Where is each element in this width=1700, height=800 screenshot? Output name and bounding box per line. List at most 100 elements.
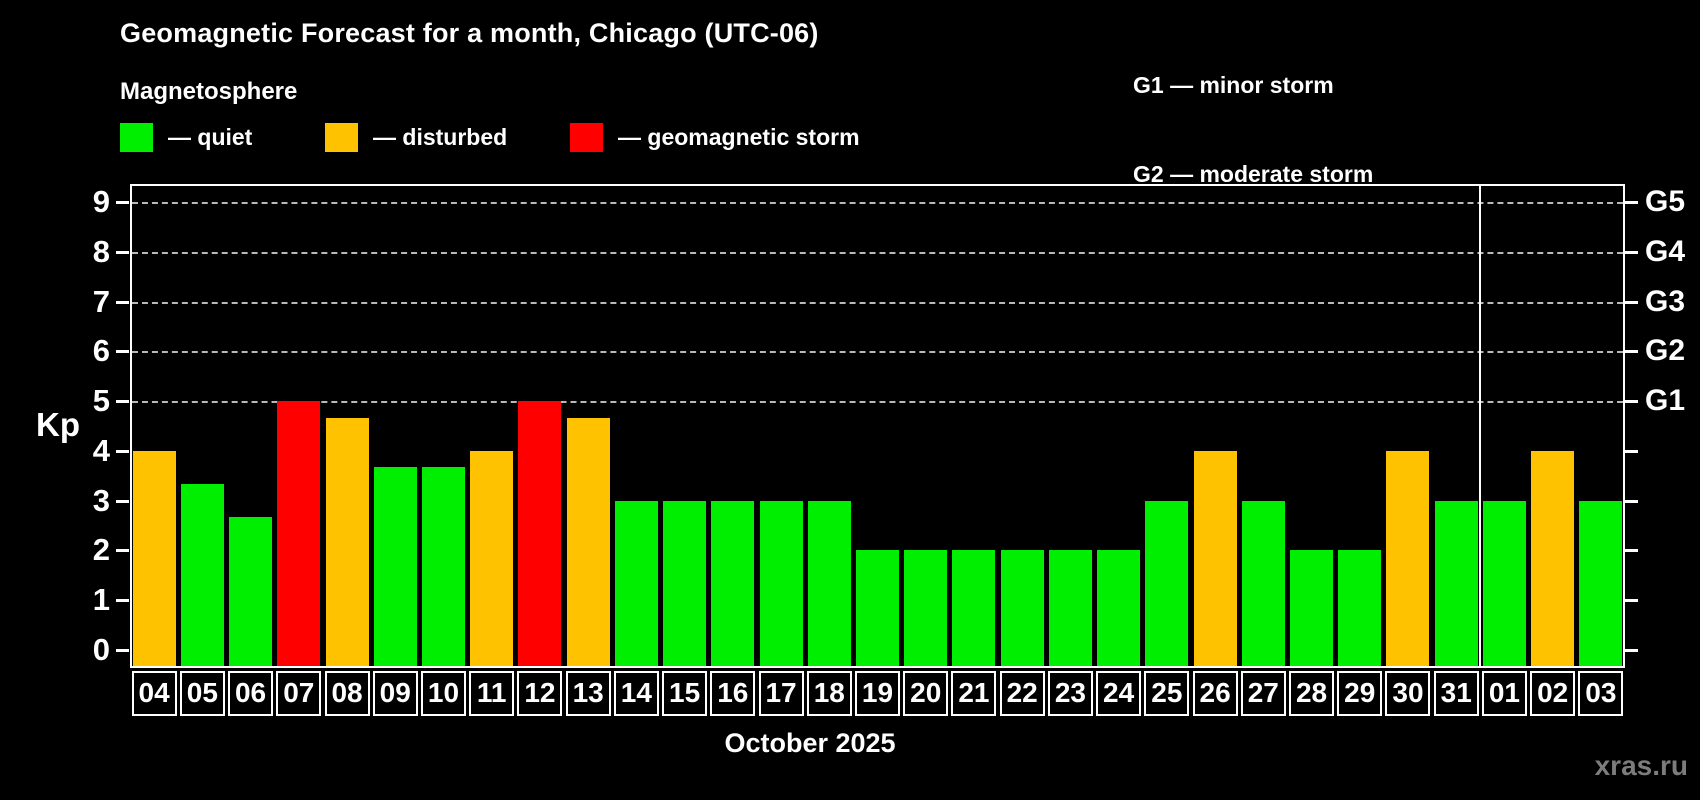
date-box-29: 29 — [1337, 671, 1383, 716]
date-box-22: 22 — [999, 671, 1045, 716]
bar-day-07 — [277, 401, 321, 666]
date-box-13: 13 — [565, 671, 611, 716]
bar-day-11 — [470, 450, 514, 666]
date-box-24: 24 — [1096, 671, 1142, 716]
x-axis-title: October 2025 — [724, 728, 896, 758]
kp-tick-left-4 — [116, 449, 129, 453]
gridline-kp-8 — [132, 251, 1623, 254]
kp-tick-right-0 — [1625, 649, 1638, 652]
date-box-06: 06 — [228, 671, 274, 716]
date-box-08: 08 — [324, 671, 370, 716]
bar-day-21 — [952, 550, 996, 666]
kp-tick-left-3 — [116, 499, 129, 503]
kp-tick-label-5: 5 — [92, 383, 110, 419]
kp-tick-right-2 — [1625, 549, 1638, 553]
magnetosphere-label: Magnetosphere — [120, 78, 298, 105]
kp-tick-label-4: 4 — [92, 432, 110, 468]
date-box-19: 19 — [855, 671, 900, 716]
bar-day-05 — [180, 484, 224, 666]
bar-day-03 — [1579, 500, 1623, 666]
watermark: xras.ru — [1594, 750, 1688, 781]
kp-tick-left-9 — [116, 201, 129, 204]
bar-day-08 — [325, 417, 369, 666]
bar-day-22 — [1000, 550, 1044, 666]
date-box-28: 28 — [1289, 671, 1335, 716]
kp-tick-label-9: 9 — [92, 184, 110, 219]
bar-day-20 — [904, 550, 948, 666]
bar-day-04 — [132, 450, 176, 666]
y-axis-title: Kp — [36, 406, 80, 443]
kp-tick-right-4 — [1625, 449, 1638, 453]
kp-tick-left-8 — [116, 250, 129, 254]
plot-area — [130, 184, 1625, 668]
bar-day-28 — [1290, 550, 1334, 666]
kp-tick-label-3: 3 — [92, 482, 110, 518]
date-box-25: 25 — [1144, 671, 1190, 716]
legend-item-quiet: — quiet — [120, 121, 252, 153]
legend-item-storm: — geomagnetic storm — [570, 121, 860, 153]
quiet-color-swatch — [120, 122, 153, 152]
kp-tick-left-6 — [116, 350, 129, 354]
bar-day-16 — [711, 500, 755, 666]
gridline-kp-6 — [132, 351, 1623, 354]
disturbed-label: — disturbed — [373, 123, 508, 150]
bar-day-01 — [1482, 500, 1526, 666]
kp-tick-right-5 — [1625, 400, 1638, 404]
date-box-23: 23 — [1047, 671, 1093, 716]
date-box-03: 03 — [1578, 671, 1624, 716]
gridline-kp-7 — [132, 301, 1623, 304]
kp-tick-label-1: 1 — [92, 582, 110, 618]
bar-day-27 — [1241, 500, 1285, 666]
kp-tick-left-5 — [116, 400, 129, 404]
g2-legend-line: G2 — moderate storm — [1133, 160, 1374, 187]
bar-day-13 — [566, 417, 610, 666]
gridline-kp-9 — [132, 202, 1623, 204]
g-level-label-g4: G4 — [1645, 234, 1686, 268]
kp-tick-right-7 — [1625, 300, 1638, 304]
bar-day-24 — [1097, 550, 1141, 666]
kp-tick-right-3 — [1625, 499, 1638, 503]
bar-day-06 — [229, 517, 273, 666]
g1-legend-line: G1 — minor storm — [1133, 72, 1334, 98]
bar-day-26 — [1193, 450, 1237, 666]
date-box-18: 18 — [806, 671, 852, 716]
gridline-kp-5 — [132, 401, 1623, 404]
kp-tick-left-1 — [116, 599, 129, 603]
date-box-04: 04 — [131, 671, 177, 716]
date-box-01: 01 — [1481, 671, 1527, 716]
date-box-10: 10 — [420, 671, 466, 716]
date-box-16: 16 — [710, 671, 756, 716]
date-box-26: 26 — [1192, 671, 1238, 716]
kp-tick-right-6 — [1625, 350, 1638, 354]
legend-item-disturbed: — disturbed — [325, 121, 507, 153]
date-box-21: 21 — [951, 671, 997, 716]
kp-tick-right-8 — [1625, 250, 1638, 254]
bar-day-17 — [759, 500, 803, 666]
g-level-label-g1: G1 — [1645, 384, 1686, 418]
date-box-07: 07 — [276, 671, 322, 716]
bar-day-09 — [373, 467, 417, 666]
date-box-27: 27 — [1240, 671, 1286, 716]
bar-day-31 — [1434, 500, 1478, 666]
bar-day-12 — [518, 401, 562, 666]
bar-day-18 — [807, 500, 851, 666]
kp-tick-label-7: 7 — [92, 283, 110, 319]
kp-tick-left-7 — [116, 300, 129, 304]
bar-day-10 — [421, 467, 465, 666]
bar-day-23 — [1048, 550, 1092, 666]
month-separator-line — [1479, 186, 1482, 666]
kp-tick-label-6: 6 — [92, 333, 110, 369]
g-level-label-g5: G5 — [1645, 185, 1686, 218]
page-title: Geomagnetic Forecast for a month, Chicag… — [120, 18, 819, 48]
storm-color-swatch — [570, 122, 603, 152]
g-level-label-g2: G2 — [1645, 334, 1686, 368]
bar-day-29 — [1338, 550, 1382, 666]
bar-day-30 — [1386, 450, 1430, 666]
kp-tick-label-2: 2 — [92, 532, 110, 568]
date-box-14: 14 — [613, 671, 659, 716]
kp-tick-left-0 — [116, 649, 129, 652]
bar-day-25 — [1145, 500, 1189, 666]
quiet-label: — quiet — [168, 123, 253, 150]
date-box-17: 17 — [758, 671, 804, 716]
date-box-09: 09 — [372, 671, 418, 716]
